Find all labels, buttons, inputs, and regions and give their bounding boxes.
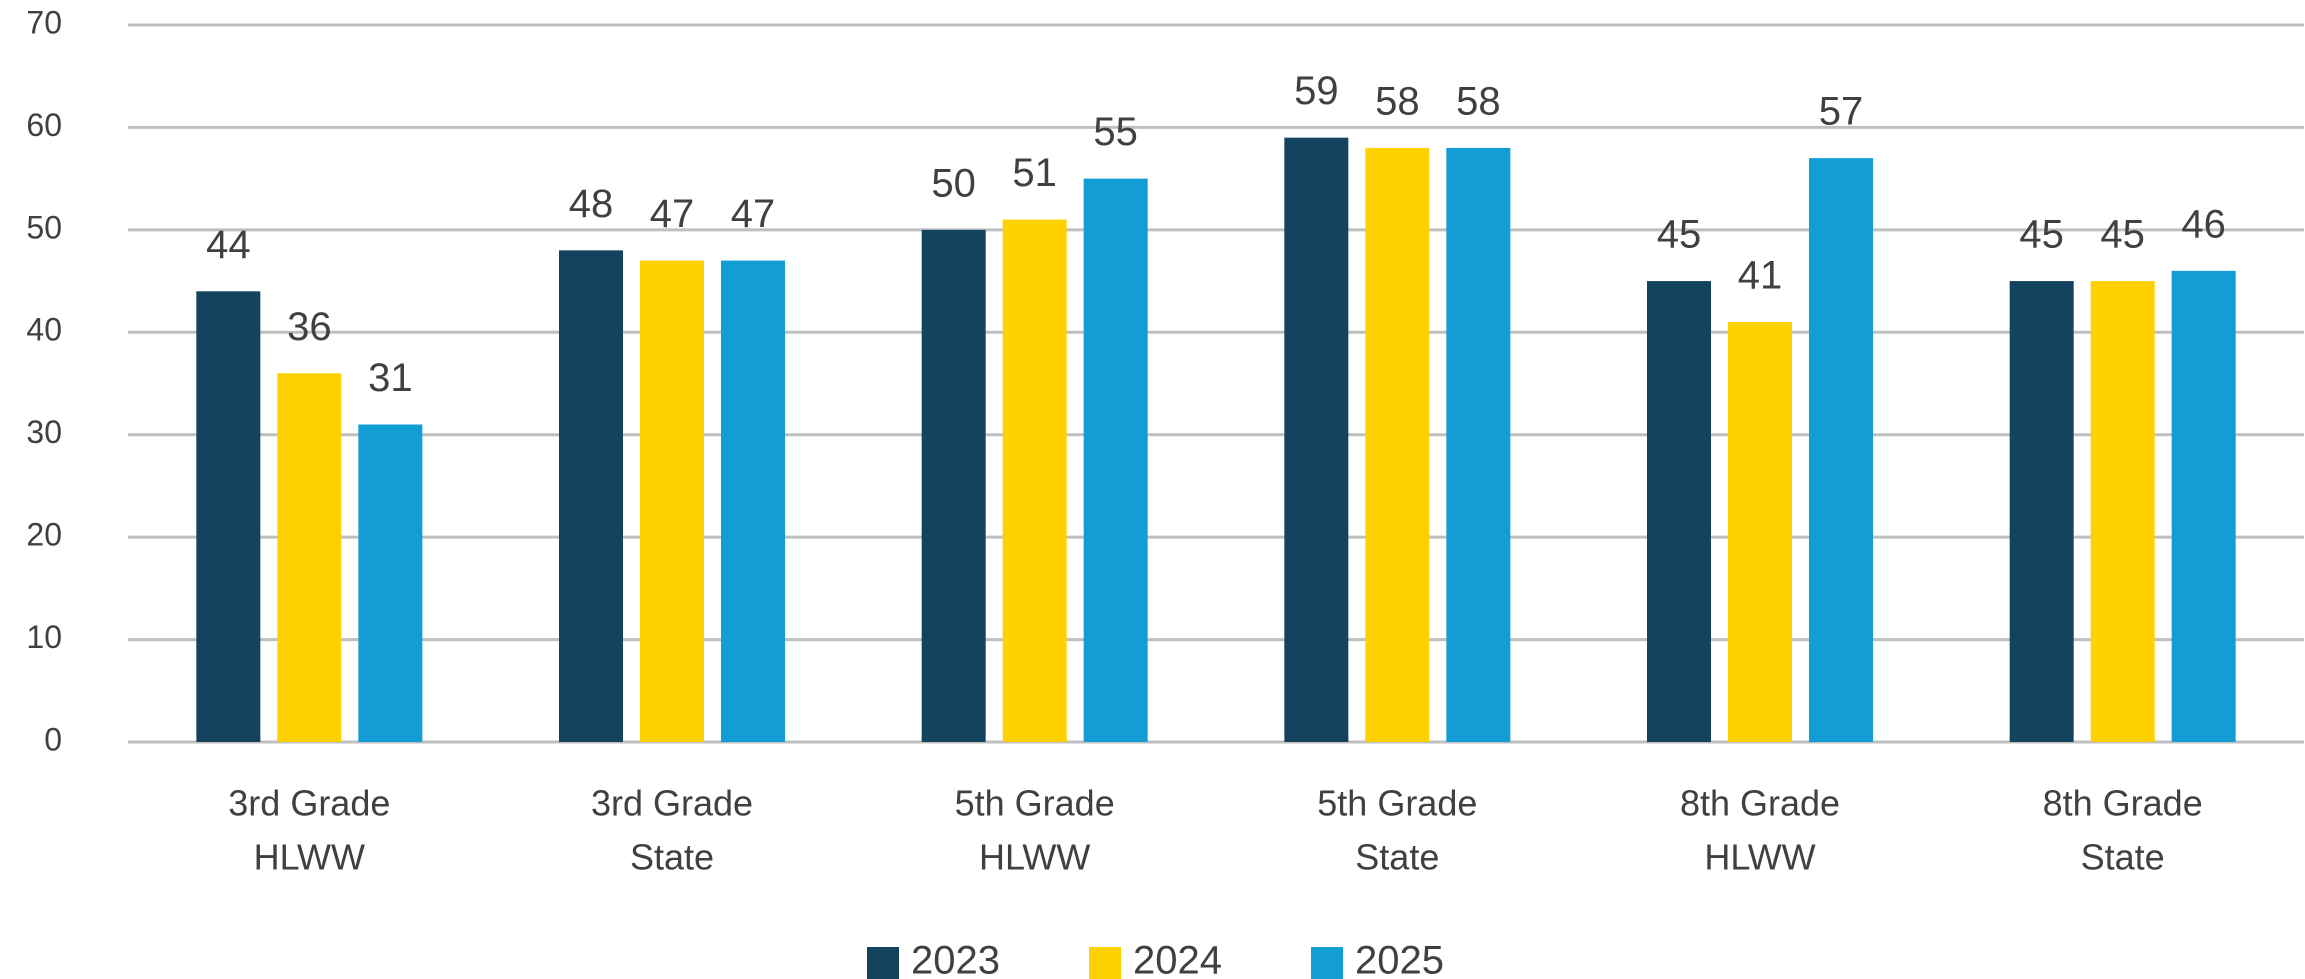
value-label: 44 (206, 223, 251, 267)
bar (196, 291, 261, 742)
legend-swatch (1089, 947, 1121, 979)
value-label: 36 (287, 305, 332, 349)
x-tick-label: 8th Grade (1680, 783, 1840, 824)
y-tick-label: 40 (26, 312, 62, 348)
x-tick-label: 8th Grade (2043, 783, 2203, 824)
value-label: 58 (1456, 79, 1501, 123)
y-tick-label: 50 (26, 209, 62, 245)
value-label: 31 (368, 356, 413, 400)
x-tick-label: State (2081, 837, 2165, 878)
value-label: 45 (2100, 213, 2145, 257)
x-tick-label: State (630, 837, 714, 878)
bar (559, 250, 623, 743)
x-tick-label: 3rd Grade (591, 783, 753, 824)
value-label: 48 (569, 182, 614, 226)
bar (1647, 281, 1711, 742)
bar (1728, 322, 1792, 742)
value-label: 58 (1375, 79, 1420, 123)
legend-swatch (867, 947, 899, 979)
bar (721, 260, 785, 742)
value-label: 41 (1738, 254, 1783, 298)
x-tick-label: 5th Grade (1317, 783, 1477, 824)
bar (2090, 281, 2155, 742)
bar (1284, 137, 1349, 742)
bar (1083, 178, 1148, 743)
bar (1809, 158, 1873, 742)
bar (2009, 281, 2074, 742)
legend-label: 2023 (911, 939, 1000, 979)
value-label: 57 (1819, 90, 1864, 134)
value-label: 45 (2019, 213, 2064, 257)
legend-swatch (1311, 947, 1343, 979)
bar (2171, 270, 2236, 742)
legend-label: 2025 (1355, 939, 1444, 979)
x-tick-label: 3rd Grade (228, 783, 390, 824)
bar (1365, 147, 1430, 742)
x-tick-label: State (1355, 837, 1439, 878)
legend-label: 2024 (1133, 939, 1222, 979)
y-tick-label: 70 (26, 4, 62, 40)
value-label: 50 (931, 161, 976, 205)
y-tick-label: 0 (44, 721, 62, 757)
value-label: 51 (1012, 151, 1057, 195)
value-label: 59 (1294, 69, 1339, 113)
x-tick-label: 5th Grade (955, 783, 1115, 824)
bar (358, 424, 423, 742)
value-label: 46 (2181, 202, 2226, 246)
bar (640, 260, 704, 742)
x-tick-label: HLWW (254, 837, 365, 878)
value-label: 47 (650, 192, 695, 236)
bar (1446, 147, 1511, 742)
bar (921, 229, 986, 742)
x-tick-label: HLWW (979, 837, 1090, 878)
y-tick-label: 10 (26, 619, 62, 655)
x-tick-label: HLWW (1704, 837, 1815, 878)
bar (277, 373, 342, 742)
value-label: 45 (1657, 213, 1702, 257)
value-label: 47 (731, 192, 776, 236)
y-tick-label: 20 (26, 517, 62, 553)
y-tick-label: 30 (26, 414, 62, 450)
y-tick-label: 60 (26, 107, 62, 143)
value-label: 55 (1093, 110, 1138, 154)
bar (1002, 219, 1067, 743)
